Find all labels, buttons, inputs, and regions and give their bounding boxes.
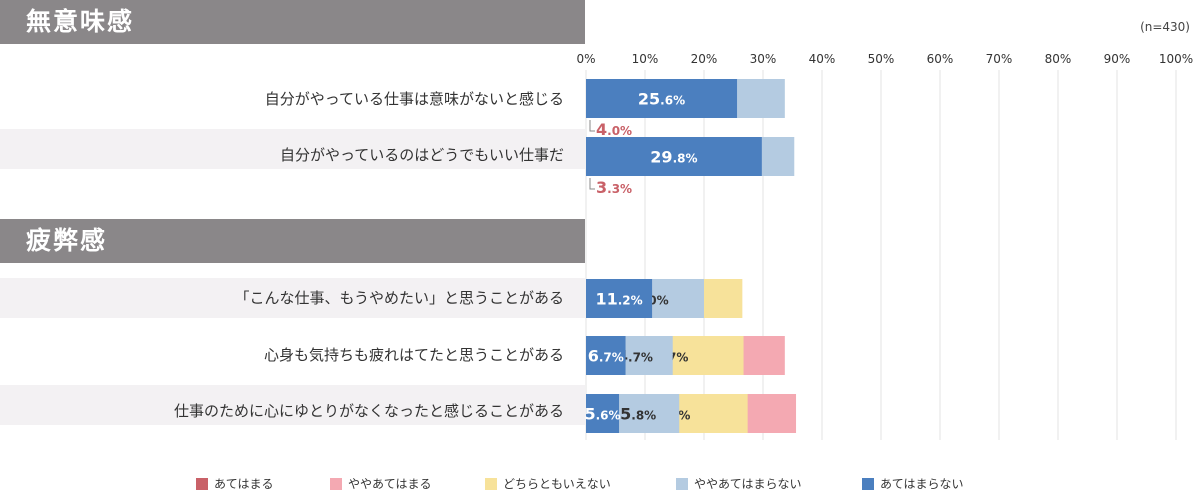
- row-label: 仕事のために心にゆとりがなくなったと感じることがある: [173, 402, 564, 420]
- x-tick-label: 90%: [1103, 52, 1131, 66]
- legend-label: ややあてはまる: [348, 477, 432, 491]
- x-tick-label: 100%: [1158, 52, 1194, 66]
- legend-label: どちらともいえない: [503, 477, 611, 491]
- legend-swatch: [862, 478, 874, 490]
- section-header-exhaustion: 疲弊感: [0, 219, 585, 263]
- section-header-meaninglessness: 無意味感: [0, 0, 585, 44]
- x-tick-label: 0%: [576, 52, 596, 66]
- x-tick-label: 50%: [867, 52, 895, 66]
- row-label: 「こんな仕事、もうやめたい」と思うことがある: [234, 289, 564, 307]
- section-title: 疲弊感: [26, 226, 108, 255]
- legend-label: ややあてはまらない: [694, 477, 802, 491]
- data-label: 6.7%: [588, 347, 624, 366]
- x-tick-label: 80%: [1044, 52, 1072, 66]
- x-tick-label: 30%: [749, 52, 777, 66]
- data-label: 29.8%: [650, 148, 697, 167]
- data-label: 11.2%: [595, 290, 642, 309]
- row-band: [0, 331, 585, 371]
- sample-size-label: (n=430): [1140, 20, 1190, 34]
- legend-label: あてはまる: [214, 477, 274, 491]
- section-title: 無意味感: [26, 7, 135, 36]
- legend-swatch: [485, 478, 497, 490]
- x-tick-label: 40%: [808, 52, 836, 66]
- data-label: 3.3%: [596, 178, 632, 197]
- legend-swatch: [196, 478, 208, 490]
- bar-segment: [586, 79, 738, 118]
- row-band: [0, 278, 585, 318]
- callout-line: [589, 178, 595, 190]
- row-band: [0, 77, 585, 117]
- row-label: 心身も気持ちも疲れはてたと思うことがある: [263, 346, 564, 364]
- bar-segment: [586, 336, 626, 375]
- row-label: 自分がやっている仕事は意味がないと感じる: [264, 90, 564, 108]
- x-tick-label: 60%: [926, 52, 954, 66]
- row-band: [0, 129, 585, 169]
- legend-swatch: [330, 478, 342, 490]
- bar-segment: [586, 279, 653, 318]
- callout-line: [589, 120, 595, 132]
- x-tick-label: 10%: [631, 52, 659, 66]
- bar-segment: [586, 394, 620, 433]
- data-label: 5.6%: [584, 405, 620, 424]
- x-tick-label: 20%: [690, 52, 718, 66]
- row-label: 自分がやっているのはどうでもいい仕事だ: [280, 146, 564, 164]
- x-tick-label: 70%: [985, 52, 1013, 66]
- row-band: [0, 385, 585, 425]
- legend-swatch: [676, 478, 688, 490]
- bar-segment: [586, 137, 762, 176]
- data-label: 25.6%: [638, 90, 685, 109]
- data-label: 4.0%: [596, 120, 632, 139]
- legend-label: あてはまらない: [880, 477, 964, 491]
